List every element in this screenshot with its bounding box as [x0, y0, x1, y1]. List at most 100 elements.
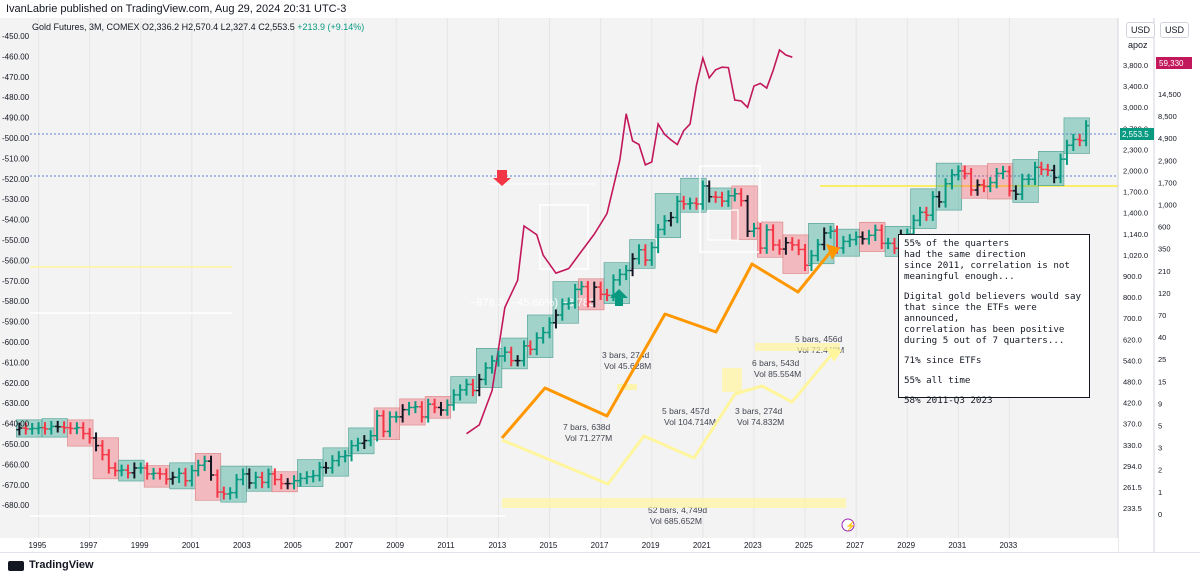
gold-axis-tick: 480.0	[1123, 378, 1142, 387]
note-line: meaningful enough...	[904, 271, 1015, 282]
gold-axis-tick: 800.0	[1123, 293, 1142, 302]
range-volume-label: Vol 74.832M	[737, 417, 784, 427]
arrows-layer	[500, 244, 842, 486]
left-axis-tick: -480.00	[2, 93, 30, 102]
symbol-legend: Gold Futures, 3M, COMEX O2,336.2 H2,570.…	[32, 22, 364, 32]
gold-axis-bg	[1118, 18, 1154, 552]
time-axis-tick: 2023	[744, 541, 762, 550]
time-axis-tick: 2017	[591, 541, 609, 550]
time-axis-tick: 2005	[284, 541, 302, 550]
gold-axis-tick: 620.0	[1123, 335, 1142, 344]
range-bars-label: 6 bars, 543d	[752, 358, 800, 368]
btc-axis-tick: 14,500	[1158, 90, 1181, 99]
range-volume-label: Vol 104.714M	[664, 417, 716, 427]
note-line	[904, 282, 1084, 291]
left-axis-tick: -460.00	[2, 52, 30, 61]
legend-low: L2,327.4	[220, 22, 256, 32]
left-axis-tick: -490.00	[2, 114, 30, 123]
up-arrow-marker	[610, 289, 628, 306]
footer-bar: TradingView	[0, 552, 1200, 578]
gold-axis-tick: 370.0	[1123, 420, 1142, 429]
range-bars-label: 52 bars, 4,749d	[648, 505, 707, 515]
left-axis-tick: -570.00	[2, 277, 30, 286]
btc-axis-tick: 2	[1158, 466, 1162, 475]
time-axis-tick: 2033	[999, 541, 1017, 550]
btc-axis-tick: 70	[1158, 311, 1166, 320]
gold-axis-tick: 330.0	[1123, 441, 1142, 450]
btc-axis-tick: 15	[1158, 377, 1166, 386]
note-line: 55% of the quarters	[904, 238, 1010, 249]
yellow-path	[501, 353, 834, 486]
grid-lines	[38, 18, 1010, 538]
range-bar	[755, 343, 840, 351]
publisher-bar: IvanLabrie published on TradingView.com,…	[0, 0, 1200, 18]
correlation-note: 55% of the quarters had the same directio…	[898, 234, 1090, 406]
highlight-box	[699, 165, 761, 253]
time-axis-tick: 2011	[437, 541, 455, 550]
measure-label: −878.3 (−45.66%) −8,783	[470, 297, 595, 309]
note-line: 71% since ETFs	[904, 355, 982, 366]
lightning-glyph: ⚡	[845, 520, 856, 532]
lightning-icon	[841, 518, 855, 532]
currency-button-btc[interactable]: USD	[1160, 22, 1190, 38]
legend-close: C2,553.5	[258, 22, 295, 32]
legend-open: O2,336.2	[142, 22, 180, 32]
btc-axis-tick: 210	[1158, 267, 1171, 276]
time-axis-tick: 2031	[948, 541, 966, 550]
scale-mode-label[interactable]: apoz	[1128, 40, 1148, 50]
left-axis-tick: -650.00	[2, 440, 30, 449]
note-line: 58% 2011-Q3 2023	[904, 395, 993, 406]
gold-axis-tick: 1,400.0	[1123, 209, 1148, 218]
gold-axis-tick: 1,700.0	[1123, 188, 1148, 197]
btc-axis-tick: 9	[1158, 399, 1162, 408]
gold-axis-tick: 2,000.0	[1123, 167, 1148, 176]
time-axis-tick: 2021	[693, 541, 711, 550]
range-volume-label: Vol 45.628M	[604, 361, 651, 371]
horizontal-lines	[30, 133, 1118, 517]
left-axis-tick: -550.00	[2, 236, 30, 245]
btc-axis-tick: 3	[1158, 444, 1162, 453]
orange-path	[500, 249, 834, 439]
legend-high: H2,570.4	[181, 22, 219, 32]
left-axis-tick: -630.00	[2, 399, 30, 408]
gold-axis-tick: 1,140.0	[1123, 230, 1148, 239]
note-line	[904, 346, 1084, 355]
left-axis-tick: -500.00	[2, 134, 30, 143]
btc-axis-tick: 2,900	[1158, 156, 1177, 165]
time-axis-tick: 2003	[233, 541, 251, 550]
left-axis-tick: -580.00	[2, 297, 30, 306]
left-axis-tick: -510.00	[2, 154, 30, 163]
btc-axis-tick: 350	[1158, 245, 1171, 254]
left-axis-tick: -660.00	[2, 460, 30, 469]
left-axis-tick: -640.00	[2, 420, 30, 429]
btc-axis-bg	[1154, 18, 1200, 552]
time-axis-tick: 2007	[335, 541, 353, 550]
left-axis-tick: -590.00	[2, 318, 30, 327]
gold-axis-tick: 261.5	[1123, 483, 1142, 492]
left-axis-tick: -680.00	[2, 501, 30, 510]
gold-axis-tick: 1,020.0	[1123, 251, 1148, 260]
note-text: 55% of the quarters had the same directio…	[904, 238, 1084, 406]
currency-button-gold[interactable]: USD	[1126, 22, 1156, 38]
range-bars-label: 7 bars, 638d	[563, 422, 611, 432]
btc-axis-tick: 120	[1158, 289, 1171, 298]
range-volume-label: Vol 71.277M	[565, 433, 612, 443]
note-line: Digital gold believers would say	[904, 291, 1082, 302]
note-line: that since the ETFs were announced,	[904, 302, 1043, 324]
range-volume-label: Vol 85.554M	[754, 369, 801, 379]
gold-axis-tick: 900.0	[1123, 272, 1142, 281]
tradingview-logo[interactable]: TradingView	[8, 553, 94, 578]
range-bars-label: 5 bars, 456d	[795, 334, 843, 344]
btc-axis-tick: 40	[1158, 333, 1166, 342]
brand-label: TradingView	[29, 559, 94, 571]
note-line: 55% all time	[904, 375, 971, 386]
time-axis-tick: 2019	[642, 541, 660, 550]
quarter-boxes	[16, 117, 1090, 503]
range-bars-label: 3 bars, 274d	[735, 406, 783, 416]
left-axis-tick: -520.00	[2, 175, 30, 184]
range-bars-label: 5 bars, 457d	[662, 406, 710, 416]
btc-price-tag	[1156, 57, 1192, 69]
note-line: correlation has been positive	[904, 324, 1065, 335]
